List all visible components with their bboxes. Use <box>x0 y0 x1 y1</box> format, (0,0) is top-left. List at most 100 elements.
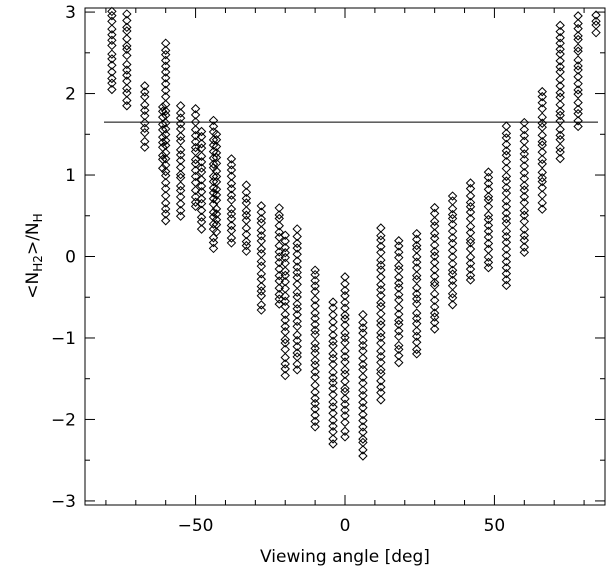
data-point-marker <box>465 244 476 254</box>
data-point-marker <box>157 112 168 122</box>
data-point-marker <box>501 171 512 182</box>
data-point-marker <box>256 274 267 284</box>
data-point-marker <box>340 376 350 387</box>
y-label-lead: <N <box>23 272 43 299</box>
data-point-marker <box>310 380 320 390</box>
data-point-marker <box>292 249 302 259</box>
data-point-marker <box>501 280 512 291</box>
data-point-marker <box>175 205 186 216</box>
data-point-marker <box>328 408 338 418</box>
data-point-marker <box>274 276 284 286</box>
data-point-marker <box>328 359 338 370</box>
data-point-marker <box>310 393 320 404</box>
data-point-marker <box>208 243 219 254</box>
data-point-marker <box>256 256 267 267</box>
data-point-marker <box>140 136 150 147</box>
data-point-marker <box>376 338 386 348</box>
data-point-marker <box>310 355 320 366</box>
data-point-marker <box>429 240 440 250</box>
data-point-marker <box>483 201 494 212</box>
data-point-marker <box>519 124 530 135</box>
data-point-marker <box>122 41 132 51</box>
data-point-marker <box>160 124 171 134</box>
data-point-marker <box>175 101 186 111</box>
data-point-marker <box>241 215 252 225</box>
data-point-marker <box>175 119 186 129</box>
data-point-marker <box>429 308 440 318</box>
data-point-marker <box>501 257 512 267</box>
data-point-marker <box>190 146 201 157</box>
data-point-marker <box>160 183 171 194</box>
data-point-marker <box>412 349 422 359</box>
data-point-marker <box>310 295 320 305</box>
data-point-marker <box>226 154 237 164</box>
data-point-marker <box>412 337 422 347</box>
data-point-marker <box>196 175 207 185</box>
data-point-marker <box>555 124 565 135</box>
data-point-marker <box>292 359 302 369</box>
data-point-marker <box>226 204 237 214</box>
data-point-marker <box>328 383 338 394</box>
data-point-marker <box>483 257 494 268</box>
data-point-marker <box>140 81 150 91</box>
data-point-marker <box>394 236 404 246</box>
data-point-marker <box>328 317 338 327</box>
data-point-marker <box>429 317 440 328</box>
data-point-marker <box>122 83 132 94</box>
y-label-mid: >/N <box>23 222 43 255</box>
data-point-marker <box>241 223 252 233</box>
data-point-marker <box>555 92 565 102</box>
data-point-marker <box>537 173 547 183</box>
data-point-marker <box>107 40 117 51</box>
data-point-marker <box>501 268 512 279</box>
data-point-marker <box>412 234 422 245</box>
data-point-marker <box>429 271 440 282</box>
data-point-marker <box>196 205 207 216</box>
data-point-marker <box>292 267 302 278</box>
data-point-marker <box>376 365 386 375</box>
data-point-marker <box>412 313 422 324</box>
data-point-marker <box>160 67 171 77</box>
data-point-marker <box>292 365 302 375</box>
data-point-marker <box>358 346 368 356</box>
data-point-marker <box>190 117 201 127</box>
data-point-marker <box>376 328 386 338</box>
data-point-marker <box>175 113 186 123</box>
data-point-marker <box>394 315 404 326</box>
data-point-marker <box>328 323 338 334</box>
data-point-marker <box>175 131 186 142</box>
data-point-marker <box>501 250 512 261</box>
data-point-marker <box>447 289 458 299</box>
data-point-marker <box>447 203 458 214</box>
data-point-marker <box>340 357 350 367</box>
data-point-marker <box>190 142 201 153</box>
data-point-marker <box>573 116 583 126</box>
data-point-marker <box>519 185 530 195</box>
data-point-marker <box>340 383 350 394</box>
data-point-marker <box>292 262 302 272</box>
data-point-marker <box>211 135 222 145</box>
data-point-marker <box>175 136 186 146</box>
data-point-marker <box>226 190 237 200</box>
data-point-marker <box>394 303 404 313</box>
data-point-marker <box>573 104 583 115</box>
data-point-marker <box>483 262 494 273</box>
data-point-marker <box>274 227 284 237</box>
data-point-marker <box>226 165 237 175</box>
data-point-marker <box>241 206 252 216</box>
y-tick-label: −1 <box>51 329 76 349</box>
data-point-marker <box>501 133 512 143</box>
x-axis-ticks: −50 0 50 <box>105 8 585 536</box>
data-point-marker <box>519 197 530 208</box>
data-point-marker <box>340 291 350 301</box>
data-point-marker <box>483 178 494 189</box>
data-point-marker <box>501 231 512 242</box>
data-point-marker <box>211 141 222 152</box>
data-point-marker <box>429 228 440 239</box>
data-point-marker <box>328 341 338 351</box>
data-point-marker <box>340 272 350 282</box>
data-point-marker <box>107 67 117 77</box>
data-point-marker <box>310 343 320 354</box>
data-point-marker <box>555 67 565 77</box>
